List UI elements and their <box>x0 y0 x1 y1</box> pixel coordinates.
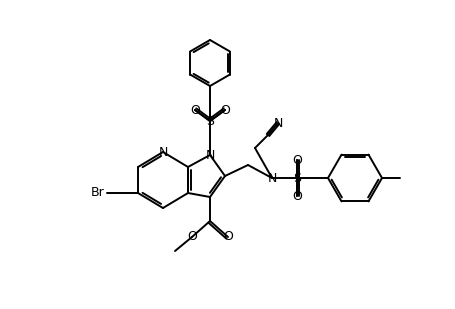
Text: O: O <box>292 154 302 167</box>
Text: O: O <box>220 104 230 116</box>
Text: N: N <box>273 116 283 129</box>
Text: O: O <box>292 189 302 202</box>
Text: Br: Br <box>90 187 104 200</box>
Text: N: N <box>158 146 168 159</box>
Text: S: S <box>206 115 214 128</box>
Text: N: N <box>268 171 277 184</box>
Text: O: O <box>187 231 197 243</box>
Text: S: S <box>293 171 301 184</box>
Text: O: O <box>223 231 233 243</box>
Text: N: N <box>205 149 215 162</box>
Text: O: O <box>190 104 200 116</box>
